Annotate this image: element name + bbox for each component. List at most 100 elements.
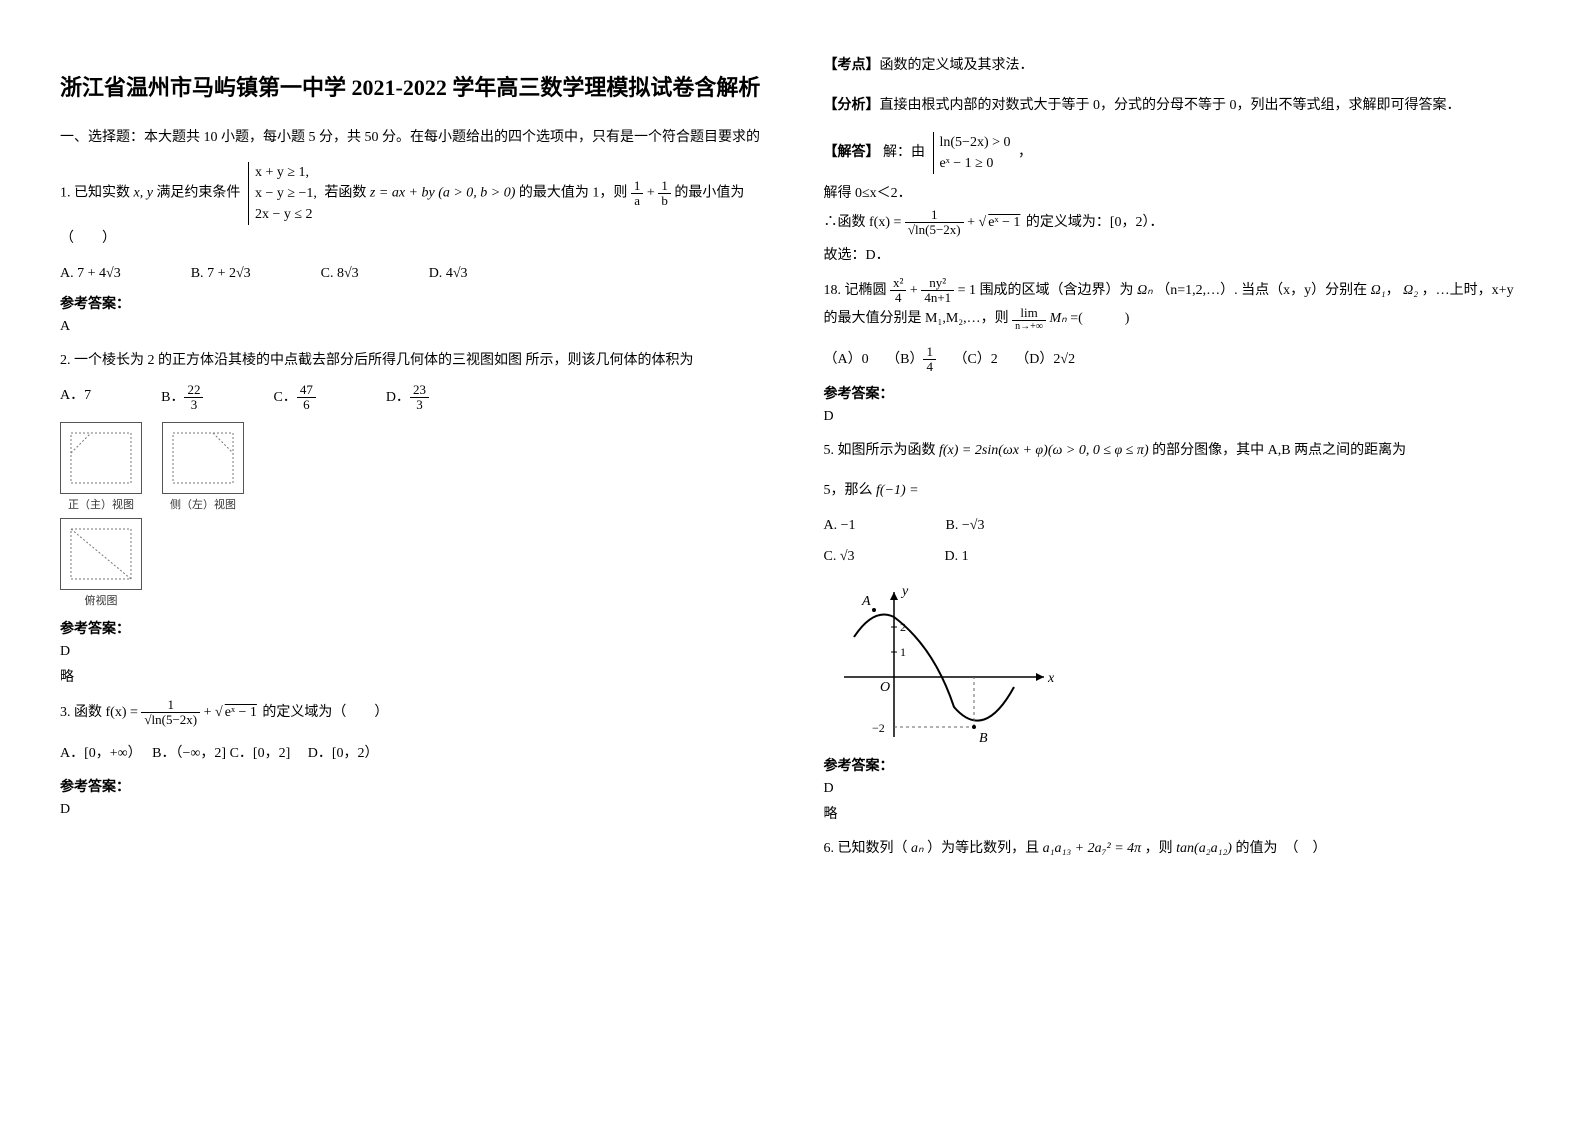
tick-label-1: 1 [900, 645, 906, 659]
label-o: O [880, 680, 890, 695]
frac-den: 6 [297, 398, 316, 412]
frac-num: 23 [410, 383, 429, 398]
frac-num: 1 [923, 345, 936, 360]
q3-opt-c: [0，2] [253, 746, 290, 761]
three-views: 正（主）视图 侧（左）视图 俯视图 [60, 422, 764, 608]
q18-opt-b: （B） [886, 352, 923, 367]
f-neg1: f(−1) = [876, 483, 919, 498]
q5-fx: f(x) = 2sin(ωx + φ)(ω > 0, 0 ≤ φ ≤ π) [939, 443, 1149, 458]
comma: ， [1018, 145, 1032, 160]
q2-opt-b: B．223 [161, 383, 203, 413]
q3-jieda-3: ∴函数 f(x) = 1√ln(5−2x) + √eˣ − 1 的定义域为：[0… [824, 208, 1528, 238]
opt-text: 4√3 [446, 266, 468, 281]
q3-options: A．[0，+∞） B．（−∞，2] C．[0，2] D．[0，2） [60, 740, 764, 768]
q3-opt-b: （−∞，2] [176, 746, 227, 761]
text: 的定义域为：[0，2）． [1026, 215, 1164, 230]
q3-jieda-4: 故选：D． [824, 244, 1528, 264]
lim: lim [1012, 306, 1046, 321]
q1-opt-c: C. 8√3 [321, 261, 359, 286]
answer-label: 参考答案： [60, 293, 764, 313]
q3-opt-a: [0，+∞） [84, 746, 135, 761]
frac-den: 4 [923, 360, 936, 374]
q1-c2: x − y ≥ −1, [255, 183, 317, 204]
side-view: 侧（左）视图 [162, 422, 244, 512]
label-x: x [1047, 671, 1055, 686]
q18-options: （A）0 （B）14 （C）2 （D）2√2 [824, 345, 1528, 375]
plus: + [967, 215, 975, 230]
question-6: 6. 已知数列（ aₙ ）为等比数列，且 a₁a₁₃ + 2a₇² = 4π ，… [824, 835, 1528, 863]
comma: ， [1386, 283, 1400, 298]
frac-num: x² [890, 276, 906, 291]
y-arrow-icon [890, 592, 898, 600]
q5-mid: 的部分图像，其中 A,B 两点之间的距离为 [1152, 443, 1406, 458]
q5-opt-b: B. −√3 [946, 513, 985, 538]
q1-opt-b: B. 7 + 2√3 [191, 261, 251, 286]
frac-den: 4 [890, 291, 906, 305]
q1-options: A. 7 + 4√3 B. 7 + 2√3 C. 8√3 D. 4√3 [60, 261, 764, 286]
q1-stem-pre: 1. 已知实数 [60, 186, 130, 201]
question-18: 18. 记椭圆 x²4 + ny²4n+1 = 1 围成的区域（含边界）为 Ωₙ… [824, 276, 1528, 334]
text: （n=1,2,…）. 当点（x，y）分别在 [1156, 283, 1367, 298]
opt-text: −√3 [962, 518, 985, 533]
section-intro: 一、选择题：本大题共 10 小题，每小题 5 分，共 50 分。在每小题给出的四… [60, 125, 764, 150]
top-view: 俯视图 [60, 518, 142, 608]
q18-opt-a: （A）0 [824, 352, 869, 367]
q5-brief: 略 [824, 803, 1528, 823]
point-b [972, 725, 976, 729]
opt-text: 8√3 [337, 266, 359, 281]
answer-label: 参考答案： [60, 776, 764, 796]
label-a: A [861, 594, 871, 609]
q1-opt-d: D. 4√3 [429, 261, 468, 286]
answer-label: 参考答案： [824, 755, 1528, 775]
opt-text: 7 + 4√3 [77, 266, 121, 281]
frac-den: √ln(5−2x) [141, 713, 200, 727]
tick-label-2: 2 [900, 620, 906, 634]
q3-fenxi: 【分析】直接由根式内部的对数式大于等于 0，分式的分母不等于 0，列出不等式组，… [824, 92, 1528, 120]
answer-label: 参考答案： [824, 383, 1528, 403]
fx-repeat: f(x) = [869, 215, 901, 230]
opt-text: √3 [840, 549, 855, 564]
q3-stem-end: 的定义域为（ ） [262, 705, 388, 720]
q18-pre: 18. 记椭圆 [824, 283, 887, 298]
omega-n: Ωₙ [1137, 283, 1153, 298]
q5-opt-a: A. −1 [824, 513, 856, 538]
q1-stem-mid: 满足约束条件 [156, 186, 240, 201]
q1-answer: A [60, 319, 764, 335]
q5-options-row1: A. −1 B. −√3 [824, 513, 1528, 538]
q2-answer: D [60, 644, 764, 660]
q2-opt-d: D．233 [386, 383, 429, 413]
jieda-pre: 解：由 [883, 145, 925, 160]
frac-num: 22 [184, 383, 203, 398]
frac-den: b [658, 194, 671, 208]
text: ∴函数 [824, 215, 866, 230]
q5-graph: A B O x y 2 1 −2 [824, 577, 1528, 747]
q3-kaodian: 【考点】函数的定义域及其求法． [824, 52, 1528, 80]
frac-num: 1 [141, 698, 200, 713]
opt-text: 7 [84, 388, 91, 403]
q3-fx: f(x) = [106, 705, 138, 720]
q1-stem-mid2: 若函数 [324, 186, 366, 201]
text: 围成的区域（含边界）为 [980, 283, 1134, 298]
frac-den: 3 [184, 398, 203, 412]
q6-expr: a₁a₁₃ + 2a₇² = 4π [1043, 841, 1142, 856]
q18-opt-c: （C）2 [953, 352, 997, 367]
q2-opt-a: A．7 [60, 383, 91, 413]
q3-system: ln(5−2x) > 0 eˣ − 1 ≥ 0 [933, 132, 1011, 174]
q1-c3: 2x − y ≤ 2 [255, 204, 317, 225]
q3-frac: 1 √ln(5−2x) [141, 698, 200, 728]
opt-text: 7 + 2√3 [207, 266, 251, 281]
q3-plus: + [204, 705, 212, 720]
frac-num: ny² [921, 276, 954, 291]
frac-num: 1 [631, 179, 644, 194]
q1-zexpr: z = ax + by (a > 0, b > 0) [370, 186, 516, 201]
frac-den: 4n+1 [921, 291, 954, 305]
label-b: B [979, 731, 988, 746]
frac-den: 3 [410, 398, 429, 412]
tick-label-neg2: −2 [872, 721, 885, 735]
q5-opt-c: C. √3 [824, 544, 855, 569]
frac-num: 1 [905, 208, 964, 223]
q6-end: 的值为 （ ） [1235, 841, 1326, 856]
frac-den: √ln(5−2x) [905, 223, 964, 237]
q5-line2: 5，那么 f(−1) = [824, 477, 1528, 505]
q18-answer: D [824, 409, 1528, 425]
